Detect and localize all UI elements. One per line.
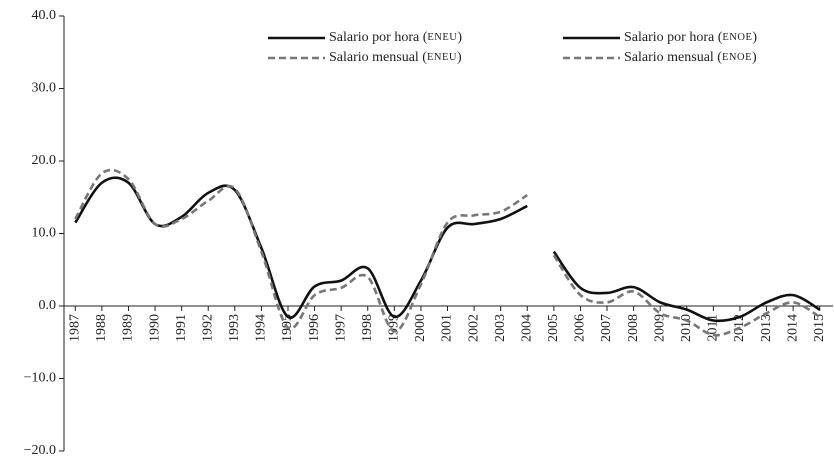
x-tick-label: 2005: [546, 314, 561, 342]
x-tick-label: 1987: [68, 314, 83, 342]
legend-label: Salario mensual (ENEU): [329, 50, 462, 65]
y-tick-label: 10.0: [32, 226, 57, 241]
x-tick-label: 1997: [333, 314, 348, 342]
legend-code: ENOE: [722, 52, 752, 63]
legend-code: ENOE: [722, 32, 752, 43]
x-tick-label: 1999: [387, 314, 402, 342]
x-tick-label: 1988: [94, 314, 109, 342]
y-tick-label: 30.0: [32, 81, 57, 96]
legend-text: Salario mensual (: [329, 50, 427, 65]
x-tick-label: 1992: [200, 314, 215, 342]
x-tick-label: 2010: [679, 314, 694, 342]
y-tick-label: 0.0: [39, 298, 57, 313]
line-series: [74, 176, 528, 319]
x-tick-label: 2015: [812, 314, 827, 342]
x-tick-label: 2000: [413, 314, 428, 342]
x-tick-label: 2007: [599, 314, 614, 342]
x-tick-label: 2009: [652, 314, 667, 342]
y-tick-label: 40.0: [32, 8, 57, 23]
x-tick-label: 1998: [360, 314, 375, 342]
x-tick-label: 1993: [227, 314, 242, 342]
x-tick-label: 2004: [519, 314, 534, 342]
x-tick-label: 2002: [466, 314, 481, 342]
line-series: [552, 250, 821, 323]
legend-text: ): [752, 50, 757, 65]
x-tick-label: 1991: [174, 314, 189, 342]
x-tick-label: 1994: [254, 314, 269, 342]
legend-label: Salario mensual (ENOE): [624, 50, 757, 65]
x-tick-label: 1996: [307, 314, 322, 342]
legend-text: ): [457, 50, 462, 65]
legend-label: Salario por hora (ENEU): [329, 30, 462, 45]
legend-label: Salario por hora (ENOE): [624, 30, 757, 45]
y-tick-label: −20.0: [24, 443, 56, 458]
x-tick-label: 2013: [759, 314, 774, 342]
line-series: [552, 254, 821, 337]
x-tick-label: 2014: [785, 314, 800, 342]
legend-text: Salario mensual (: [624, 50, 722, 65]
legend-code: ENEU: [427, 52, 457, 63]
y-tick-label: −10.0: [24, 371, 56, 386]
x-tick-label: 2003: [493, 314, 508, 342]
legend-text: Salario por hora (: [624, 30, 723, 45]
line-series: [74, 168, 528, 333]
y-tick-label: 20.0: [32, 153, 57, 168]
legend-text: ): [752, 30, 757, 45]
x-tick-label: 2001: [440, 314, 455, 342]
x-tick-label: 1989: [121, 314, 136, 342]
x-tick-label: 2008: [626, 314, 641, 342]
x-tick-label: 2006: [573, 314, 588, 342]
x-tick-label: 1990: [147, 314, 162, 342]
legend-text: ): [457, 30, 462, 45]
legend-code: ENEU: [427, 32, 457, 43]
legend-text: Salario por hora (: [329, 30, 428, 45]
